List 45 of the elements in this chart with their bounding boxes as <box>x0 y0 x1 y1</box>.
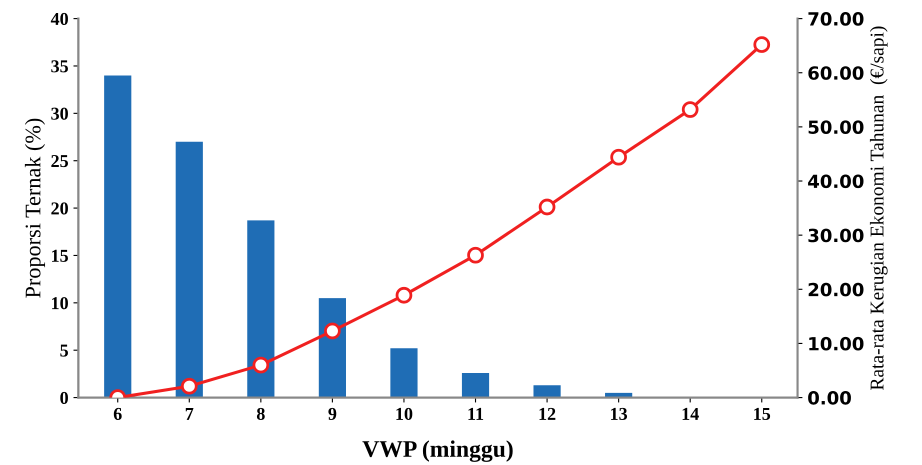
y2-tick-label: 70.00 <box>808 12 864 26</box>
x-tick-label: 13 <box>611 408 628 420</box>
y-tick-label: 5 <box>60 344 68 357</box>
y2-tick-label: 10.00 <box>809 336 864 351</box>
point <box>180 378 198 395</box>
y-axis-title: Proporsi Ternak (%) <box>24 118 46 298</box>
x-tick-label: 15 <box>754 408 770 420</box>
x-tick-label: 9 <box>328 408 336 420</box>
x-tick-label: 12 <box>539 408 556 420</box>
x-tick-label: 8 <box>256 408 265 420</box>
x-tick-label: 7 <box>186 408 194 420</box>
point <box>324 322 341 340</box>
bar <box>176 142 203 398</box>
point <box>467 246 484 264</box>
point <box>538 198 556 216</box>
x-tick-label: 11 <box>468 408 484 420</box>
y-tick-label: 25 <box>51 155 68 168</box>
y2-tick-label: 20.00 <box>808 282 864 296</box>
y2-tick-label: 0.00 <box>808 391 851 405</box>
y-tick-label: 30 <box>51 108 68 120</box>
y2-tick-label: 50.00 <box>808 120 864 134</box>
y2-tick-label: 40.00 <box>808 174 864 188</box>
bar <box>318 298 346 398</box>
point <box>610 148 627 166</box>
y-tick-label: 20 <box>51 202 68 215</box>
bar <box>462 372 490 398</box>
y-tick-label: 35 <box>51 60 68 72</box>
y-tick-label: 40 <box>50 12 68 26</box>
y-tick-label: 10 <box>52 297 68 310</box>
x-tick-label: 6 <box>114 408 122 420</box>
bar <box>247 220 274 398</box>
bar <box>390 348 418 398</box>
y2-axis-title: Rata-rata Kerugian Ekonomi Tahunan (€/sapi) <box>870 26 888 390</box>
y2-tick-label: 60.00 <box>808 66 864 80</box>
y-tick-label: 15 <box>52 250 68 262</box>
x-tick-label: 10 <box>396 408 412 420</box>
point <box>252 356 270 374</box>
bar <box>104 75 132 398</box>
x-axis-title: VWP (minggu) <box>362 440 513 462</box>
y-tick-label: 0 <box>60 392 68 404</box>
point <box>682 101 699 118</box>
point <box>396 286 412 304</box>
y2-tick-label: 30.00 <box>808 228 864 242</box>
x-tick-label: 14 <box>682 408 699 420</box>
point <box>753 36 770 53</box>
